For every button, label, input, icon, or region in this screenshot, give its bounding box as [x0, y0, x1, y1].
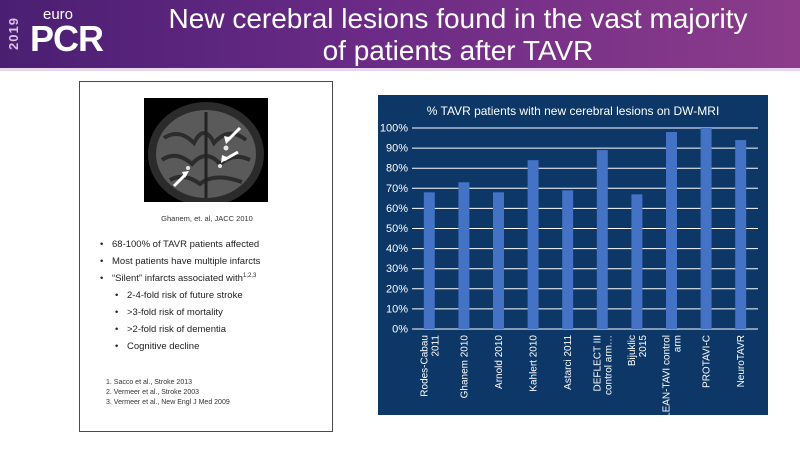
image-caption: Ghanem, et. al, JACC 2010: [161, 214, 253, 223]
slide-header: 2019 euro PCR New cerebral lesions found…: [0, 0, 800, 68]
reference-item: 2. Vermeer et al., Stroke 2003: [106, 389, 199, 396]
y-tick-label: 60%: [386, 203, 408, 215]
y-tick-label: 50%: [386, 223, 408, 235]
bar: [666, 132, 677, 329]
header-divider: [0, 68, 800, 71]
y-tick-label: 70%: [386, 183, 408, 195]
slide-title-line2: of patients after TAVR: [322, 35, 594, 66]
x-tick-label: CLEAN-TAVI control arm: [662, 335, 684, 415]
bar: [458, 182, 470, 329]
slide-title-line1: New cerebral lesions found in the vast m…: [168, 3, 748, 34]
x-tick-label-line: Kahlert 2010: [529, 335, 540, 392]
y-tick-label: 0%: [392, 324, 408, 336]
sub-bullet-text: >2-fold risk of dementia: [127, 324, 227, 335]
x-tick-label: Kahlert 2010: [529, 335, 540, 392]
bar: [562, 190, 574, 329]
x-tick-label-line: Bijuklic: [627, 335, 638, 366]
slide-title: New cerebral lesions found in the vast m…: [128, 3, 788, 67]
y-tick-label: 40%: [386, 243, 408, 255]
bullet-dot-icon: •: [115, 290, 119, 301]
x-tick-label: Ghanem 2010: [459, 335, 470, 399]
bullet-dot-icon: •: [100, 239, 104, 250]
bullet-dot-icon: •: [100, 256, 104, 267]
bar: [423, 192, 435, 329]
x-tick-label: Rodes-Cabau 2011: [419, 335, 441, 397]
bullet-dot-icon: •: [115, 307, 119, 318]
logo-pcr: PCR: [30, 18, 104, 59]
sub-bullet-text: Cognitive decline: [127, 341, 200, 352]
chart-title: % TAVR patients with new cerebral lesion…: [426, 104, 720, 118]
sub-bullet-item: • 2-4-fold risk of future stroke: [100, 290, 325, 307]
x-tick-label-line: Ghanem 2010: [459, 335, 470, 399]
y-tick-label: 100%: [380, 123, 408, 135]
x-tick-label: PROTAVI-C: [702, 335, 713, 388]
x-tick-label: Astarci 2011: [563, 335, 574, 390]
x-tick-label-line: CLEAN-TAVI control: [662, 335, 673, 415]
bullet-list: • 68-100% of TAVR patients affected • Most…: [100, 239, 325, 358]
y-tick-label: 10%: [386, 303, 408, 315]
x-tick-label: Arnold 2010: [494, 335, 505, 389]
sub-bullet-text: >3-fold risk of mortality: [127, 307, 223, 318]
chart-plot: 0% 10% 20% 30% 40% 50% 60% 70% 80% 90% 100% Rodes-C…: [380, 123, 758, 415]
bullet-dot-icon: •: [115, 341, 119, 352]
left-panel: Ghanem, et. al, JACC 2010 • 68-100% of TA…: [79, 81, 333, 432]
bullet-text: Most patients have multiple infarcts: [112, 256, 261, 267]
bar-chart: % TAVR patients with new cerebral lesion…: [378, 95, 768, 415]
sub-bullet-item: • >2-fold risk of dementia: [100, 324, 325, 341]
x-tick-label: DEFLECT III control arm…: [592, 335, 614, 395]
x-tick-label-line: Arnold 2010: [494, 335, 505, 389]
bullet-item: • Most patients have multiple infarcts: [100, 256, 325, 273]
bullet-item: • 68-100% of TAVR patients affected: [100, 239, 325, 256]
y-tick-label: 90%: [386, 143, 408, 155]
x-tick-label-line: arm: [673, 335, 684, 352]
bar: [700, 128, 712, 329]
sub-bullet-item: • >3-fold risk of mortality: [100, 307, 325, 324]
reference-item: 1. Sacco et al., Stroke 2013: [106, 379, 192, 386]
y-tick-label: 20%: [386, 283, 408, 295]
bar: [735, 140, 747, 329]
x-tick-label: NeuroTAVR: [736, 335, 747, 387]
x-tick-label-line: DEFLECT III: [592, 335, 603, 392]
y-tick-label: 30%: [386, 263, 408, 275]
bullet-text: “Silent” infarcts associated with: [112, 273, 243, 285]
reference-item: 3. Vermeer et al., New Engl J Med 2009: [106, 399, 230, 406]
sub-bullet-text: 2-4-fold risk of future stroke: [127, 290, 243, 301]
y-tick-label: 80%: [386, 163, 408, 175]
bullet-dot-icon: •: [115, 324, 119, 335]
bullet-item: • “Silent” infarcts associated with1,2,3: [100, 273, 325, 290]
bar: [631, 194, 643, 329]
x-tick-label-line: Rodes-Cabau: [419, 335, 430, 397]
x-tick-label-line: 2011: [430, 335, 441, 357]
references: 1. Sacco et al., Stroke 2013 2. Vermeer …: [106, 378, 230, 408]
sub-bullet-item: • Cognitive decline: [100, 341, 325, 358]
bullet-text: 68-100% of TAVR patients affected: [112, 239, 260, 250]
x-tick-label-line: 2015: [638, 335, 649, 358]
x-tick-label-line: NeuroTAVR: [736, 335, 747, 387]
bullet-dot-icon: •: [100, 273, 104, 284]
logo-year: 2019: [6, 17, 21, 51]
x-tick-label-line: Astarci 2011: [563, 335, 574, 390]
mri-brain-image: [144, 98, 268, 202]
x-tick-label-line: PROTAVI-C: [702, 335, 713, 388]
bullet-superscript: 1,2,3: [242, 273, 257, 279]
logo-euro: euro: [43, 6, 74, 23]
bar: [596, 150, 608, 329]
bar: [493, 192, 504, 329]
x-tick-label: Bijuklic 2015: [627, 335, 649, 367]
x-tick-label-line: control arm…: [603, 335, 614, 395]
bar: [527, 160, 539, 329]
